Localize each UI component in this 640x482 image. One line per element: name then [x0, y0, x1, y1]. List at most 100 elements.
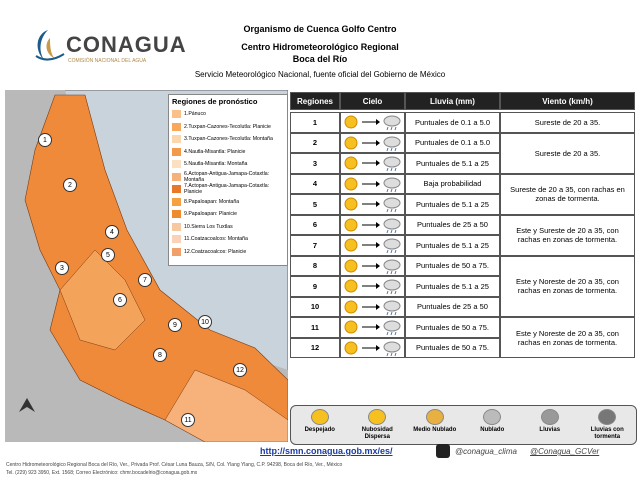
legend-item: 4.Nautla-Misantla: Planicie: [169, 146, 287, 159]
region-cell: 9: [290, 276, 340, 297]
region-label: 5: [101, 248, 115, 262]
legend-label: 4.Nautla-Misantla: Planicie: [184, 148, 246, 155]
wind-cell: Este y Sureste de 20 a 35, con rachas en…: [500, 214, 635, 256]
legend-swatch: [172, 172, 181, 181]
logo: CONAGUA: [66, 32, 187, 57]
legend-item: 11.Coatzacoalcos: Montaña: [169, 233, 287, 246]
legend-swatch: [172, 160, 181, 169]
wind-cell: Este y Noreste de 20 a 35, con rachas en…: [500, 255, 635, 317]
legend-item: 7.Actopan-Antigua-Jamapa-Cotaxtla: Plani…: [169, 183, 287, 196]
sky-legend-icon: [598, 409, 617, 425]
twitter-2[interactable]: @Conagua_GCVer: [530, 447, 600, 456]
legend-label: 9.Papaloapan: Planicie: [184, 211, 238, 218]
sky-legend-icon: [540, 409, 559, 425]
sky-legend-item: Lluvias: [521, 406, 579, 444]
rain-cell: Puntuales de 0.1 a 5.0: [405, 112, 500, 133]
legend-item: 9.Papaloapan: Planicie: [169, 208, 287, 221]
legend-item: 6.Actopan-Antigua-Jamapa-Cotaxtla: Monta…: [169, 171, 287, 184]
wind-cell: Sureste de 20 a 35, con rachas en zonas …: [500, 173, 635, 215]
region-label: 10: [198, 315, 212, 329]
region-cell: 3: [290, 153, 340, 174]
sky-legend-item: Nublado: [464, 406, 522, 444]
region-cell: 6: [290, 214, 340, 235]
region-cell: 1: [290, 112, 340, 133]
sky-icon: [344, 156, 401, 172]
legend-label: 12.Coatzacoalcos: Planicie: [184, 248, 247, 255]
legend-label: 10.Sierra Los Tuxtlas: [184, 223, 233, 230]
table-header: Regiones: [290, 92, 340, 110]
sky-legend-label: Nublado: [480, 427, 505, 433]
region-label: 4: [105, 225, 119, 239]
center: Centro Hidrometeorológico Regional: [241, 42, 399, 52]
sky-legend-item: Medio Nublado: [406, 406, 464, 444]
region-cell: 5: [290, 194, 340, 215]
region-label: 2: [63, 178, 77, 192]
legend-swatch: [172, 185, 181, 194]
legend-label: 6.Actopan-Antigua-Jamapa-Cotaxtla: Monta…: [184, 170, 270, 183]
sky-legend-label: Lluvias con tormenta: [590, 427, 624, 440]
legend-label: 1.Pánuco: [184, 111, 206, 118]
legend-swatch: [172, 147, 181, 156]
sky-icon: [344, 259, 401, 274]
legend-item: 3.Tuxpan-Cazones-Tecolutla: Montaña: [169, 133, 287, 146]
sky-legend: Despejado Nubosidad Dispersa Medio Nublado…: [290, 405, 637, 445]
rain-cell: Puntuales de 50 a 75.: [405, 255, 500, 276]
rain-cell: Puntuales de 5.1 a 25: [405, 276, 500, 297]
rain-cell: Puntuales de 25 a 50: [405, 296, 500, 317]
twitter-icon: [436, 444, 450, 458]
rain-cell: Baja probabilidad: [405, 173, 500, 194]
rain-cell: Puntuales de 5.1 a 25: [405, 235, 500, 256]
sky-legend-icon: [483, 409, 502, 425]
region-label: 1: [38, 133, 52, 147]
sky-legend-label: Medio Nublado: [413, 427, 457, 433]
region-cell: 12: [290, 337, 340, 358]
sky-icon: [344, 300, 401, 315]
service: Servicio Meteorológico Nacional, fuente …: [194, 70, 446, 79]
org: Organismo de Cuenca Golfo Centro: [243, 24, 397, 34]
legend-swatch: [172, 247, 181, 256]
sky-icon: [344, 238, 401, 254]
legend-item: 12.Coatzacoalcos: Planicie: [169, 246, 287, 259]
legend-label: 2.Tuxpan-Cazones-Tecolutla: Planicie: [184, 123, 271, 130]
sky-icon: [344, 197, 401, 213]
rain-cell: Puntuales de 50 a 75.: [405, 317, 500, 338]
wind-cell: Sureste de 20 a 35.: [500, 112, 635, 133]
legend-item: 5.Nautla-Misantla: Montaña: [169, 158, 287, 171]
region-cell: 7: [290, 235, 340, 256]
region-label: 8: [153, 348, 167, 362]
rain-cell: Puntuales de 50 a 75.: [405, 337, 500, 358]
legend-label: 11.Coatzacoalcos: Montaña: [184, 236, 248, 243]
rain-cell: Puntuales de 25 a 50: [405, 214, 500, 235]
legend-swatch: [172, 110, 181, 119]
contact: Tel. (229) 923 3950, Ext. 1568; Correo E…: [6, 470, 198, 476]
logo-icon: [35, 30, 65, 61]
region-cell: 10: [290, 296, 340, 317]
region-label: 12: [233, 363, 247, 377]
legend-swatch: [172, 222, 181, 231]
region-cell: 11: [290, 317, 340, 338]
sky-legend-item: Nubosidad Dispersa: [349, 406, 407, 444]
legend-item: 2.Tuxpan-Cazones-Tecolutla: Planicie: [169, 121, 287, 134]
sky-icon: [344, 115, 401, 131]
sky-legend-icon: [425, 409, 444, 425]
place: Boca del Río: [292, 54, 348, 64]
legend-swatch: [172, 135, 181, 144]
wind-cell: Este y Noreste de 20 a 35, con rachas en…: [500, 317, 635, 358]
sky-legend-item: Lluvias con tormenta: [579, 406, 637, 444]
logo-sub: COMISIÓN NACIONAL DEL AGUA: [68, 58, 147, 64]
legend-title: Regiones de pronóstico: [172, 97, 258, 106]
legend-item: 8.Papaloapan: Montaña: [169, 196, 287, 209]
rain-cell: Puntuales de 0.1 a 5.0: [405, 132, 500, 153]
twitter-1[interactable]: @conagua_clima: [455, 447, 517, 456]
region-label: 11: [181, 413, 195, 427]
sky-legend-label: Despejado: [304, 427, 335, 433]
region-label: 7: [138, 273, 152, 287]
url-link[interactable]: http://smn.conagua.gob.mx/es/: [260, 446, 393, 456]
sky-legend-item: Despejado: [291, 406, 349, 444]
legend-item: 10.Sierra Los Tuxtlas: [169, 221, 287, 234]
legend-label: 3.Tuxpan-Cazones-Tecolutla: Montaña: [184, 136, 273, 143]
sky-icon: [344, 341, 401, 356]
sky-icon: [344, 279, 401, 295]
wind-cell: Sureste de 20 a 35.: [500, 132, 635, 174]
